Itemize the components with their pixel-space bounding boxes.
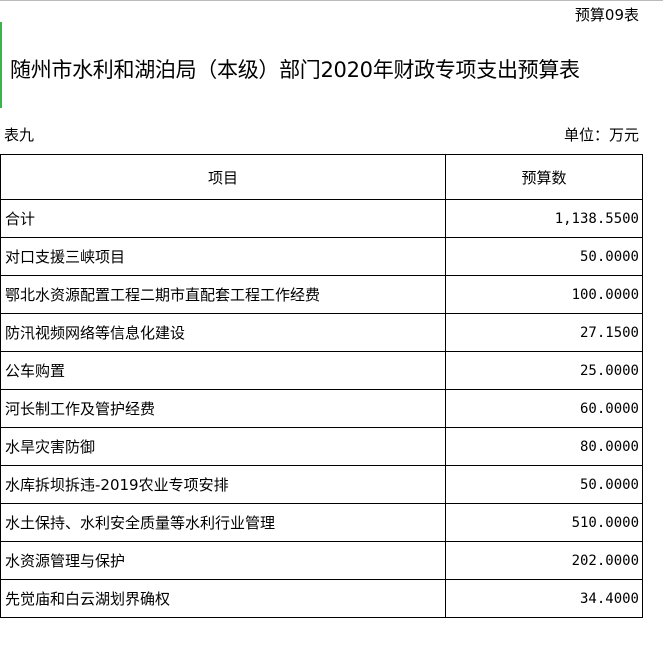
row-amount: 80.0000 (445, 427, 643, 466)
unit-label: 单位：万元 (563, 126, 639, 144)
budget-table: 项目 预算数 合计 1,138.5500 对口支援三峡项目 50.0000 鄂北水资源配… (0, 154, 643, 618)
header-amount: 预算数 (445, 154, 643, 200)
row-amount: 1,138.5500 (445, 199, 643, 238)
table-row: 鄂北水资源配置工程二期市直配套工程工作经费 100.0000 (0, 275, 643, 314)
table-row: 对口支援三峡项目 50.0000 (0, 237, 643, 276)
table-header: 项目 预算数 (0, 154, 643, 200)
row-item: 鄂北水资源配置工程二期市直配套工程工作经费 (0, 275, 446, 314)
row-amount: 202.0000 (445, 541, 643, 580)
page-title: 随州市水利和湖泊局（本级）部门2020年财政专项支出预算表 (10, 58, 580, 82)
form-code: 预算09表 (574, 6, 639, 24)
row-item: 防汛视频网络等信息化建设 (0, 313, 446, 352)
row-amount: 34.4000 (445, 579, 643, 618)
table-label: 表九 (4, 126, 35, 144)
table-row: 水土保持、水利安全质量等水利行业管理 510.0000 (0, 503, 643, 542)
table-row: 合计 1,138.5500 (0, 199, 643, 238)
header-item: 项目 (0, 154, 446, 200)
row-item: 先觉庙和白云湖划界确权 (0, 579, 446, 618)
row-amount: 27.1500 (445, 313, 643, 352)
row-item: 水库拆坝拆违-2019农业专项安排 (0, 465, 446, 504)
row-item: 水资源管理与保护 (0, 541, 446, 580)
table-row: 先觉庙和白云湖划界确权 34.4000 (0, 579, 643, 618)
row-item: 河长制工作及管护经费 (0, 389, 446, 428)
row-item: 合计 (0, 199, 446, 238)
table-row: 水旱灾害防御 80.0000 (0, 427, 643, 466)
row-amount: 25.0000 (445, 351, 643, 390)
table-row: 河长制工作及管护经费 60.0000 (0, 389, 643, 428)
top-border (0, 0, 663, 1)
row-amount: 100.0000 (445, 275, 643, 314)
row-item: 水旱灾害防御 (0, 427, 446, 466)
row-amount: 50.0000 (445, 465, 643, 504)
selection-marker (0, 22, 2, 108)
row-item: 公车购置 (0, 351, 446, 390)
table-row: 水资源管理与保护 202.0000 (0, 541, 643, 580)
table-row: 公车购置 25.0000 (0, 351, 643, 390)
row-item: 水土保持、水利安全质量等水利行业管理 (0, 503, 446, 542)
row-amount: 510.0000 (445, 503, 643, 542)
table-row: 水库拆坝拆违-2019农业专项安排 50.0000 (0, 465, 643, 504)
table-row: 防汛视频网络等信息化建设 27.1500 (0, 313, 643, 352)
row-amount: 50.0000 (445, 237, 643, 276)
row-amount: 60.0000 (445, 389, 643, 428)
row-item: 对口支援三峡项目 (0, 237, 446, 276)
